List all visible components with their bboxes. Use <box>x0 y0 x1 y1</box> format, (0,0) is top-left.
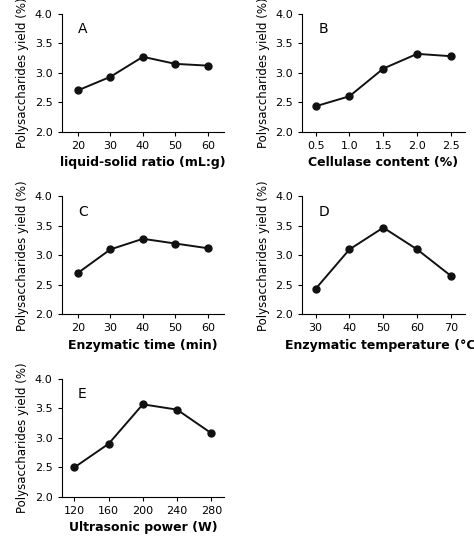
X-axis label: Ultrasonic power (W): Ultrasonic power (W) <box>69 522 217 534</box>
X-axis label: Enzymatic temperature (°C): Enzymatic temperature (°C) <box>285 339 474 352</box>
X-axis label: liquid-solid ratio (mL:g): liquid-solid ratio (mL:g) <box>60 156 226 169</box>
Y-axis label: Polysaccharides yield (%): Polysaccharides yield (%) <box>257 180 270 331</box>
Y-axis label: Polysaccharides yield (%): Polysaccharides yield (%) <box>257 0 270 148</box>
Text: B: B <box>319 22 328 36</box>
Text: D: D <box>319 205 329 219</box>
X-axis label: Enzymatic time (min): Enzymatic time (min) <box>68 339 218 352</box>
Text: C: C <box>78 205 88 219</box>
Y-axis label: Polysaccharides yield (%): Polysaccharides yield (%) <box>16 180 29 331</box>
Text: E: E <box>78 388 87 401</box>
Text: A: A <box>78 22 87 36</box>
Y-axis label: Polysaccharides yield (%): Polysaccharides yield (%) <box>16 0 29 148</box>
X-axis label: Cellulase content (%): Cellulase content (%) <box>308 156 458 169</box>
Y-axis label: Polysaccharides yield (%): Polysaccharides yield (%) <box>16 363 29 513</box>
